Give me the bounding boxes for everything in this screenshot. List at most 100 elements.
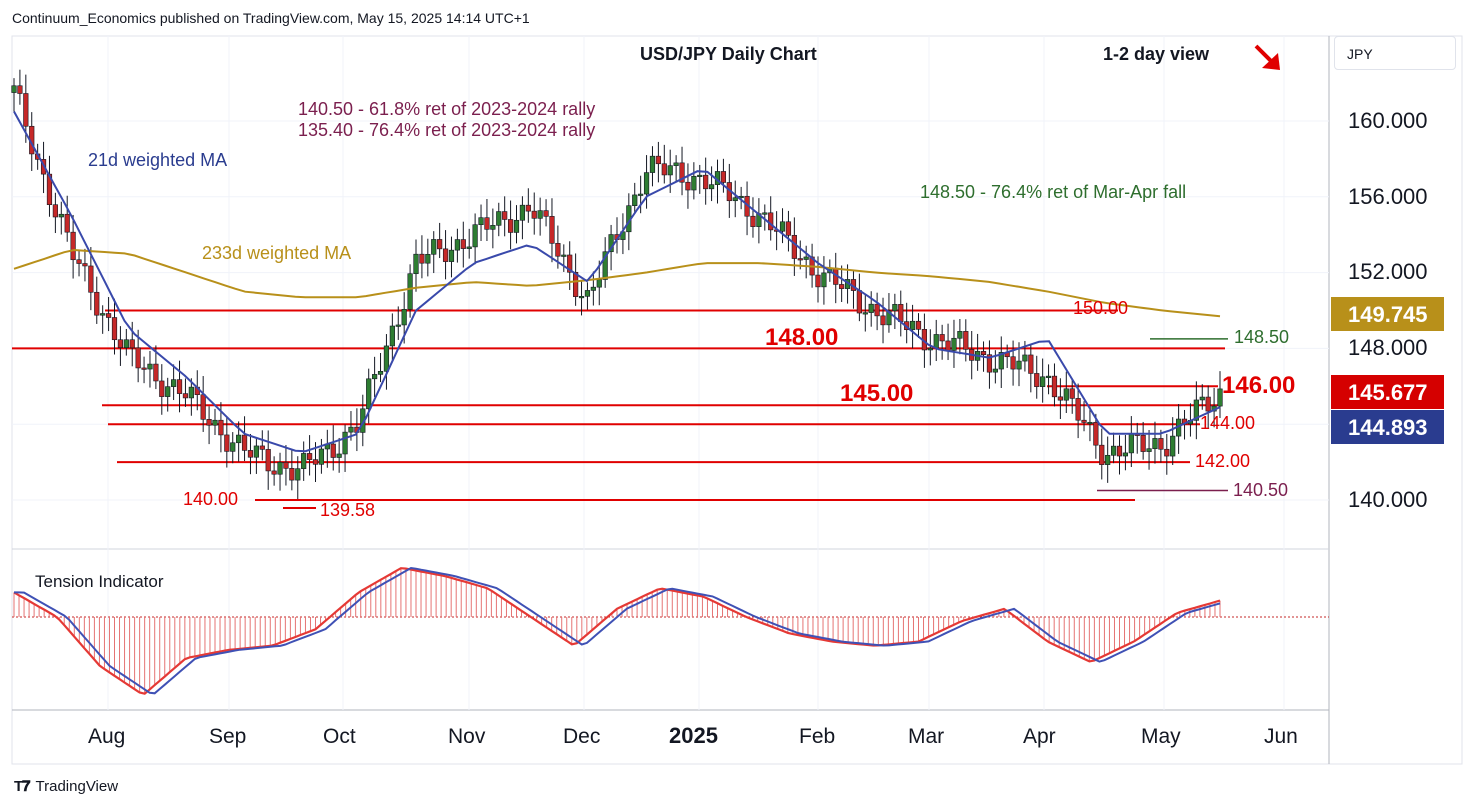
time-tick: May [1141, 725, 1181, 748]
candle-body [182, 393, 189, 399]
candle-body [1016, 360, 1022, 370]
candle-body [271, 470, 277, 475]
ma21-label: 21d weighted MA [88, 150, 227, 170]
candle-body [188, 386, 194, 399]
tension-indicator-pane [12, 566, 1329, 695]
candle-body [584, 290, 591, 297]
candle-body [437, 239, 443, 250]
candle-body [632, 194, 638, 206]
candle-body [1069, 388, 1075, 399]
candle-body [253, 445, 259, 458]
candle-body [330, 443, 336, 458]
candlesticks [11, 69, 1223, 500]
candle-body [490, 225, 496, 230]
candle-body [348, 426, 354, 433]
candle-body [602, 251, 608, 280]
candle-body [460, 239, 466, 249]
chart-frame [11, 35, 1463, 765]
candle-body [52, 204, 58, 218]
time-tick: Aug [88, 725, 125, 748]
candle-body [105, 313, 112, 318]
candle-body [147, 363, 153, 370]
candle-body [236, 434, 242, 444]
candle-body [1093, 421, 1099, 446]
candle-body [998, 352, 1004, 370]
candle-body [691, 175, 697, 191]
candle-body [963, 331, 969, 350]
candle-body [1087, 421, 1093, 425]
ma21-line [13, 111, 1221, 453]
candle-body [507, 219, 514, 233]
candle-body [94, 291, 100, 316]
candle-body [448, 249, 455, 262]
candle-body [909, 320, 916, 331]
candle-body [992, 368, 998, 373]
candle-body [484, 217, 490, 230]
annotation-mar-apr: 148.50 - 76.4% ret of Mar-Apr fall [920, 182, 1186, 202]
annotation-764-ret: 135.40 - 76.4% ret of 2023-2024 rally [298, 120, 595, 140]
candle-body [88, 265, 94, 293]
candle-body [218, 419, 224, 436]
candle-body [1205, 396, 1211, 412]
candle-body [200, 394, 206, 420]
candle-body [803, 256, 809, 260]
candle-body [76, 259, 82, 264]
candle-body [478, 217, 484, 226]
candle-body [431, 239, 437, 255]
candle-body [70, 231, 76, 261]
chart-title: USD/JPY Daily Chart [640, 44, 817, 64]
candle-body [230, 442, 236, 452]
candle-body [643, 172, 650, 195]
candle-body [578, 296, 585, 299]
candle-body [1063, 388, 1069, 401]
level-label-150: 150.00 [1073, 298, 1128, 318]
candle-body [389, 325, 395, 347]
candle-body [525, 204, 531, 212]
candle-body [153, 363, 159, 382]
candle-body [673, 162, 679, 166]
candle-body [58, 213, 64, 218]
level-label-140: 140.00 [183, 489, 238, 509]
footer: T𝟕 TradingView [14, 778, 118, 795]
candle-body [1022, 354, 1028, 362]
candle-body [573, 271, 579, 297]
time-tick: Sep [209, 725, 246, 748]
candle-body [821, 272, 827, 288]
candle-body [318, 448, 325, 465]
level-label-145: 145.00 [840, 380, 913, 407]
candle-body [986, 354, 993, 373]
price-tick: 156.000 [1348, 184, 1428, 209]
candle-body [425, 253, 431, 264]
candle-body [419, 253, 425, 264]
ma21-price-badge [1331, 410, 1444, 444]
candle-body [117, 339, 124, 348]
candle-body [502, 211, 508, 220]
candle-body [685, 181, 691, 191]
candle-body [555, 243, 561, 257]
ma233-price-badge [1331, 297, 1444, 331]
candle-body [939, 334, 945, 342]
candle-body [247, 450, 254, 458]
time-tick: 2025 [669, 723, 718, 748]
candle-body [1110, 445, 1117, 456]
level-label-146: 146.00 [1222, 372, 1295, 399]
candle-body [720, 171, 727, 183]
level-label-1405: 140.50 [1233, 480, 1288, 500]
candle-body [1028, 354, 1034, 374]
candle-body [165, 386, 171, 397]
footer-brand[interactable]: TradingView [35, 778, 119, 795]
candle-body [383, 345, 390, 372]
candle-body [980, 351, 987, 355]
candle-body [1010, 356, 1016, 370]
candle-body [1128, 433, 1134, 454]
time-tick: Apr [1023, 725, 1056, 748]
candle-body [1099, 444, 1105, 465]
candle-body [342, 431, 348, 455]
moving-averages [13, 111, 1221, 453]
level-label-148: 148.00 [765, 324, 838, 351]
candle-body [23, 93, 29, 127]
down-arrow-icon [1254, 44, 1280, 70]
candle-body [779, 221, 786, 232]
candle-body [649, 155, 656, 173]
